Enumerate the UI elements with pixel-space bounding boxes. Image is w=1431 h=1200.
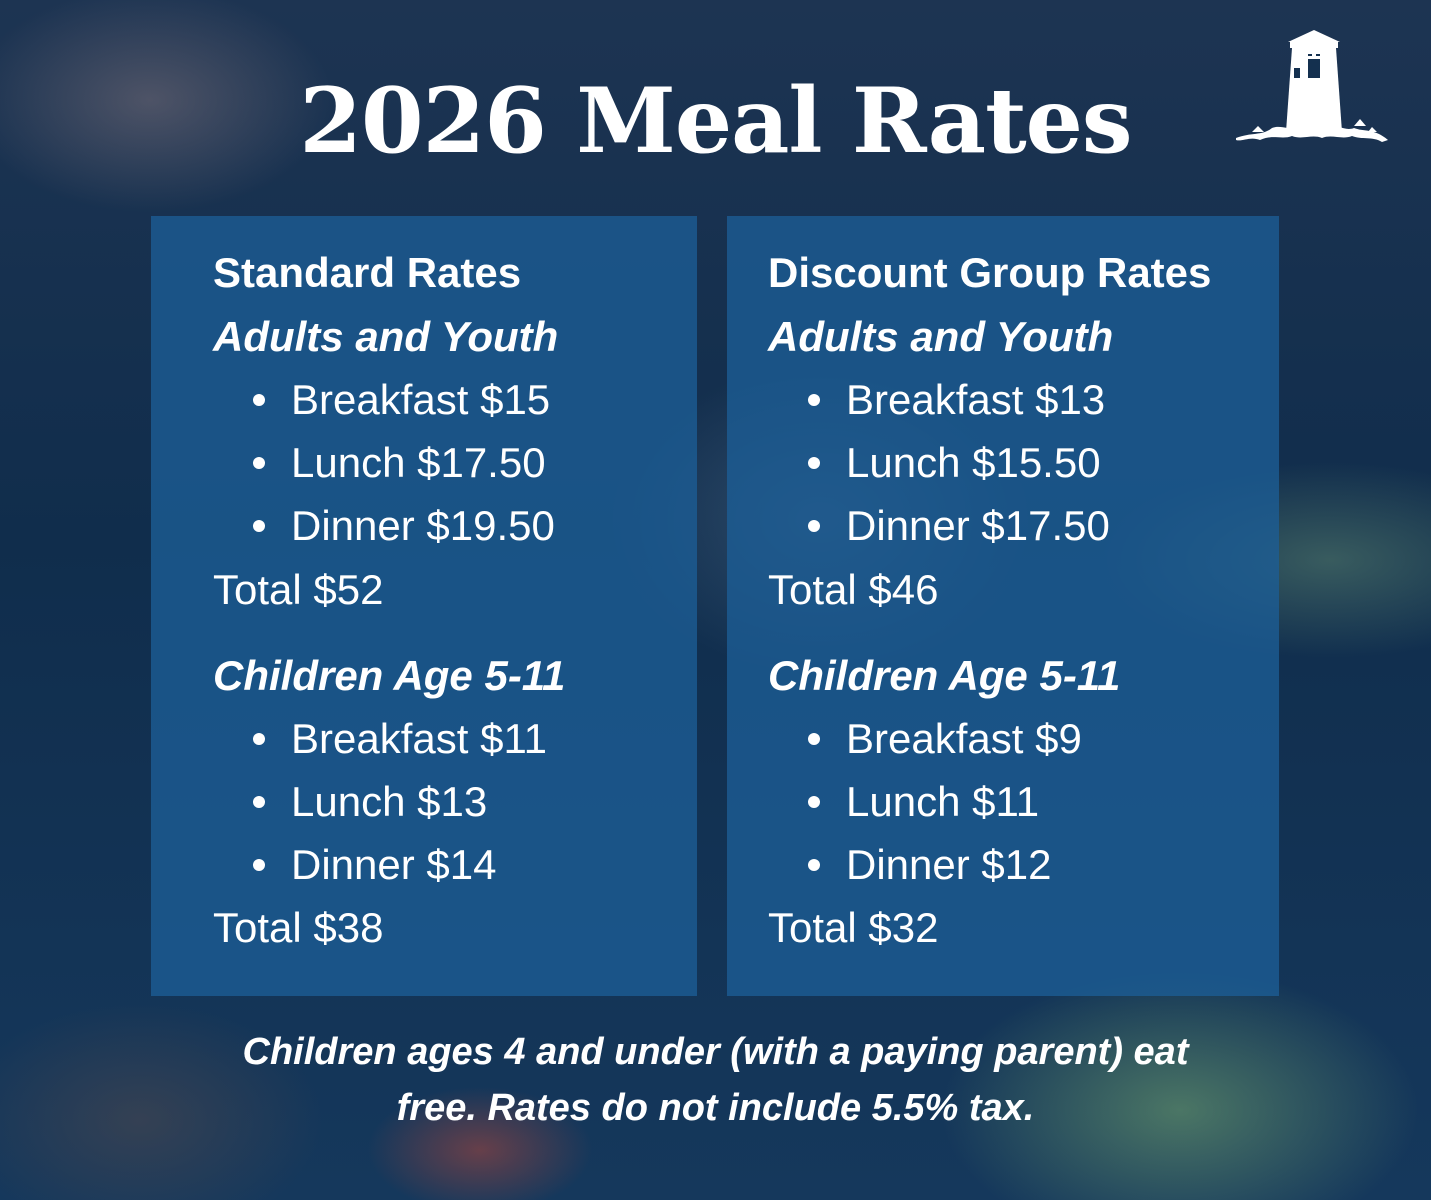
bullet-icon xyxy=(253,520,265,533)
meal-price: Breakfast $15 xyxy=(291,376,551,424)
discount-adults-youth-total: Total $46 xyxy=(768,565,939,613)
list-item: Dinner $17.50 xyxy=(768,495,1269,558)
standard-children-list: Breakfast $11 Lunch $13 Dinner $14 xyxy=(213,707,687,896)
meal-price: Breakfast $11 xyxy=(291,714,548,762)
bullet-icon xyxy=(808,457,820,470)
list-item: Breakfast $13 xyxy=(768,369,1269,432)
discount-rates-panel: Discount Group Rates Adults and Youth Br… xyxy=(727,216,1279,996)
bullet-icon xyxy=(808,795,820,808)
discount-children-list: Breakfast $9 Lunch $11 Dinner $12 xyxy=(768,707,1269,896)
discount-children-total: Total $32 xyxy=(768,904,939,952)
meal-price: Lunch $13 xyxy=(291,777,488,825)
standard-rates-panel: Standard Rates Adults and Youth Breakfas… xyxy=(151,216,697,996)
bullet-icon xyxy=(808,858,820,871)
list-item: Dinner $14 xyxy=(213,833,687,896)
bullet-icon xyxy=(808,520,820,533)
meal-price: Lunch $17.50 xyxy=(291,439,546,487)
meal-price: Dinner $14 xyxy=(291,840,497,888)
bullet-icon xyxy=(808,394,820,407)
standard-adults-youth-list: Breakfast $15 Lunch $17.50 Dinner $19.50 xyxy=(213,369,687,558)
bullet-icon xyxy=(253,795,265,808)
page-title: 2026 Meal Rates xyxy=(299,68,1132,174)
list-item: Breakfast $11 xyxy=(213,707,687,770)
bullet-icon xyxy=(808,732,820,745)
list-item: Lunch $11 xyxy=(768,770,1269,833)
list-item: Dinner $12 xyxy=(768,833,1269,896)
discount-adults-youth-list: Breakfast $13 Lunch $15.50 Dinner $17.50 xyxy=(768,369,1269,558)
list-item: Lunch $13 xyxy=(213,770,687,833)
standard-children-label: Children Age 5-11 xyxy=(213,651,566,699)
bullet-icon xyxy=(253,394,265,407)
discount-adults-youth-label: Adults and Youth xyxy=(768,313,1114,361)
meal-price: Dinner $17.50 xyxy=(846,502,1110,550)
standard-adults-youth-label: Adults and Youth xyxy=(213,313,559,361)
footnote-line-1: Children ages 4 and under (with a paying… xyxy=(242,1031,1189,1073)
lighthouse-tower-logo-icon xyxy=(1236,30,1388,142)
meal-price: Breakfast $13 xyxy=(846,376,1106,424)
discount-rates-heading: Discount Group Rates xyxy=(768,249,1212,296)
list-item: Breakfast $15 xyxy=(213,369,687,432)
standard-children-total: Total $38 xyxy=(213,904,384,952)
meal-price: Dinner $12 xyxy=(846,840,1052,888)
meal-price: Breakfast $9 xyxy=(846,714,1082,762)
list-item: Dinner $19.50 xyxy=(213,495,687,558)
standard-rates-heading: Standard Rates xyxy=(213,249,522,296)
meal-price: Lunch $11 xyxy=(846,777,1040,825)
list-item: Breakfast $9 xyxy=(768,707,1269,770)
standard-adults-youth-total: Total $52 xyxy=(213,565,384,613)
bullet-icon xyxy=(253,457,265,470)
bullet-icon xyxy=(253,858,265,871)
footnote-line-2: free. Rates do not include 5.5% tax. xyxy=(396,1087,1035,1129)
footnote: Children ages 4 and under (with a paying… xyxy=(0,1024,1431,1136)
list-item: Lunch $17.50 xyxy=(213,432,687,495)
list-item: Lunch $15.50 xyxy=(768,432,1269,495)
discount-children-label: Children Age 5-11 xyxy=(768,651,1121,699)
meal-price: Dinner $19.50 xyxy=(291,502,555,550)
meal-price: Lunch $15.50 xyxy=(846,439,1101,487)
bullet-icon xyxy=(253,732,265,745)
